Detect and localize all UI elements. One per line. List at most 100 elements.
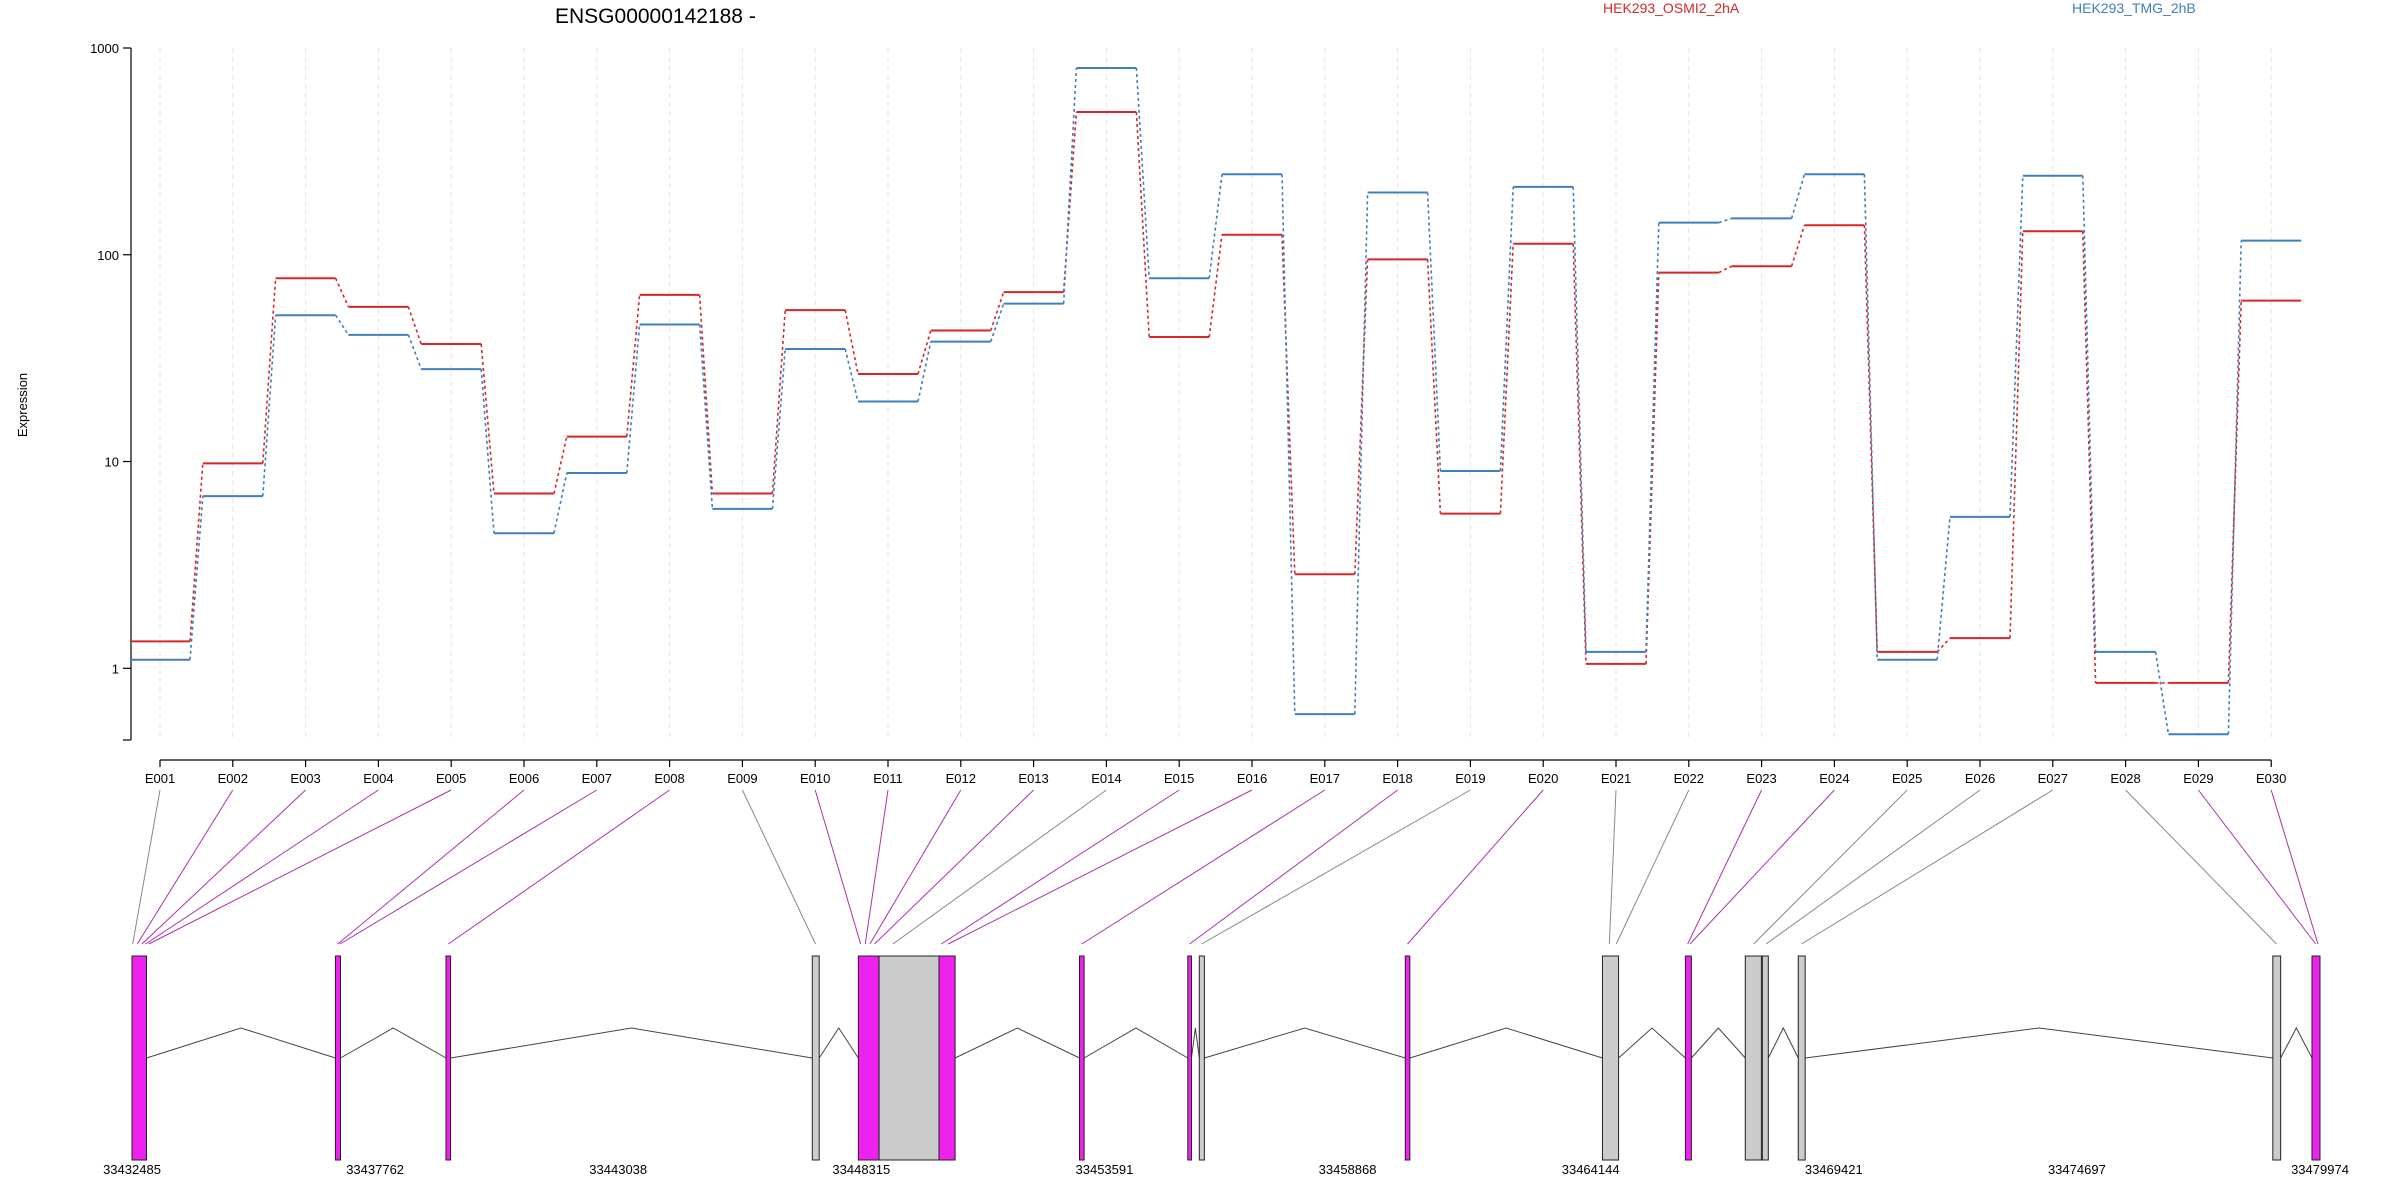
intron-10 [1204,1027,1406,1059]
exon-box-1 [131,955,148,1161]
chart-title: ENSG00000142188 - [555,5,756,28]
x-tick-label-E010: E010 [800,771,830,786]
series-2-link-E017 [1354,192,1369,715]
gene-model: 33432485 33437762 33443038 33448315 33453591… [103,955,2349,1177]
x-tick-label-E007: E007 [582,771,612,786]
series-2-link-E008 [698,324,714,509]
intron-15 [1767,1026,1799,1059]
x-tick-label-E019: E019 [1455,771,1485,786]
series-2-link-E024 [1863,174,1878,660]
series-2-link-E006 [553,472,568,534]
exon-box-16 [1797,955,1806,1161]
intron-11 [1409,1027,1603,1059]
connector-E027 [1801,789,2054,945]
axes-layer: 1 10 100 1000 E001 E002 E003 E004 E005 E006 E007 E0… [90,41,2286,786]
coord-label-3: 33443038 [589,1162,647,1177]
series-2-link-E013 [1062,67,1078,304]
connector-E010 [814,789,862,945]
series-1-link-E022 [1718,265,1732,274]
connector-E004 [145,789,379,945]
series-2-link-E023 [1790,174,1806,219]
connector-E011 [864,789,889,945]
x-tick-label-E001: E001 [145,771,175,786]
x-tick-label-E030: E030 [2256,771,2286,786]
series-2-link-E022 [1718,217,1732,224]
x-tick-label-E013: E013 [1018,771,1048,786]
connector-E013 [874,789,1034,945]
series-1-link-E004 [407,306,422,345]
connector-E014 [892,789,1107,945]
series-2-link-E028 [2154,651,2170,735]
x-tick-label-E017: E017 [1310,771,1340,786]
coord-label-9: 33474697 [2048,1162,2106,1177]
series-2-link-E011 [917,341,932,402]
series-2-link-E018 [1426,192,1442,472]
x-tick-label-E004: E004 [363,771,393,786]
connector-E015 [941,789,1180,945]
intron-12 [1618,1027,1686,1059]
intron-9 [1190,1027,1200,1059]
series-2-link-E016 [1281,174,1296,715]
series-1-link-E024 [1863,225,1878,652]
intron-4 [818,1027,859,1059]
legend-series-1: HEK293_OSMI2_2hA [1603,0,1740,16]
intron-17 [2280,1026,2313,1059]
series-2-link-E003 [334,314,350,336]
coord-label-4: 33448315 [832,1162,890,1177]
connector-E029 [2198,789,2317,945]
connector-E018 [1189,789,1398,945]
connector-E006 [337,789,525,945]
exon-box-4 [811,955,820,1161]
x-tick-label-E015: E015 [1164,771,1194,786]
intron-3 [450,1027,813,1059]
coord-label-7: 33464144 [1562,1162,1620,1177]
exon-box-3 [445,955,452,1161]
intron-16 [1805,1027,2273,1059]
x-tick-label-E014: E014 [1091,771,1121,786]
exon-box-6 [878,955,940,1161]
series-1-link-E006 [553,436,568,494]
coord-label-10: 33479974 [2291,1162,2349,1177]
x-tick-label-E022: E022 [1674,771,1704,786]
exon-box-7 [938,955,956,1161]
connector-E001 [132,789,161,945]
intron-13 [1690,1027,1746,1059]
series-1-link-E017 [1354,259,1369,575]
intron-2 [340,1027,447,1059]
connector-E030 [2270,789,2319,945]
series-1-link-E012 [990,291,1005,331]
exon-box-13 [1684,955,1692,1161]
series-1-link-E002 [262,278,277,464]
exon-box-5 [857,955,880,1161]
connector-E022 [1615,789,1690,945]
series-2-link-E009 [771,348,786,509]
connector-E028 [2125,789,2277,945]
series-1-link-E014 [1135,112,1150,338]
series-1-link-E020 [1572,243,1587,664]
series-2-link-E004 [407,334,422,370]
legend-series-2: HEK293_TMG_2hB [2072,0,2196,16]
series-1 [130,111,2302,684]
series-2-link-E001 [189,496,204,660]
series-1-link-E009 [771,310,786,494]
connector-E023 [1687,789,1763,945]
x-tick-label-E024: E024 [1819,771,1849,786]
exon-box-15 [1761,955,1769,1161]
coord-label-1: 33432485 [103,1162,161,1177]
series-1-link-E015 [1208,234,1223,338]
x-tick-label-E005: E005 [436,771,466,786]
series-2-link-E014 [1135,67,1150,279]
x-tick-label-E025: E025 [1892,771,1922,786]
x-tick-label-E008: E008 [654,771,684,786]
series-1-link-E007 [626,294,641,437]
series-2-link-E029 [2227,240,2242,735]
series-1-link-E005 [480,343,495,494]
series-2-link-E007 [626,324,641,474]
exon-box-2 [334,955,341,1161]
x-tick-label-E011: E011 [873,771,902,786]
exon-box-14 [1744,955,1762,1161]
x-tick-label-E018: E018 [1382,771,1412,786]
series-2-link-E026 [2009,175,2024,517]
connector-E024 [1689,789,1835,945]
